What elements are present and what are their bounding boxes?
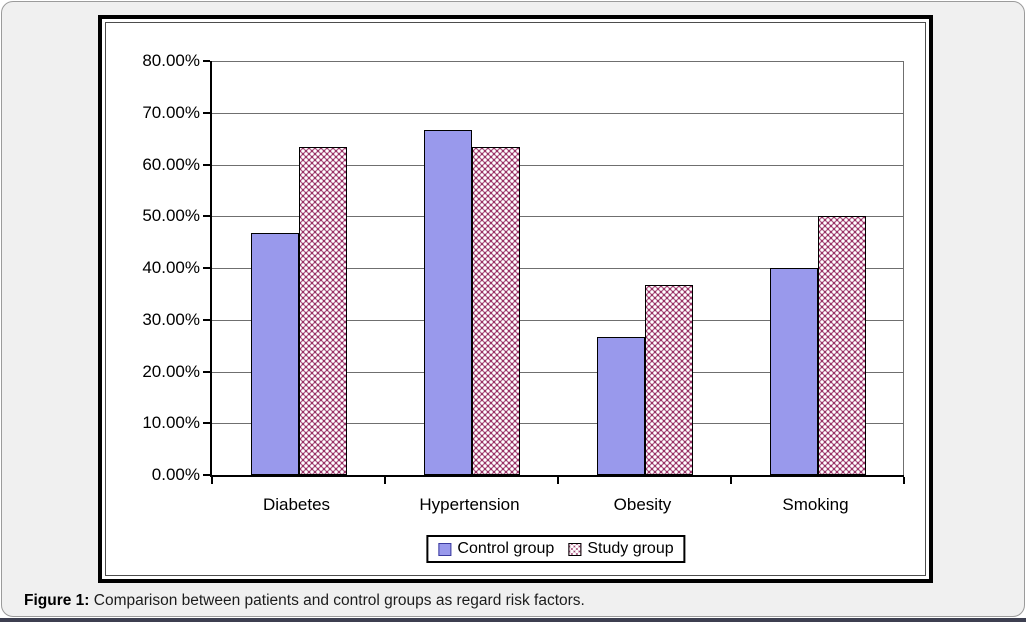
y-gridline bbox=[212, 319, 904, 321]
chart-legend: Control group Study group bbox=[426, 535, 686, 563]
bar-obesity-control bbox=[596, 336, 645, 475]
y-axis-tick bbox=[203, 163, 210, 166]
y-axis-tick-label: 10.00% bbox=[142, 413, 200, 433]
bar-diabetes-study bbox=[298, 147, 347, 475]
x-axis-tick bbox=[384, 477, 386, 484]
legend-label: Control group bbox=[457, 540, 555, 557]
y-axis-tick bbox=[203, 111, 210, 114]
x-axis-tick bbox=[730, 477, 732, 484]
y-gridline bbox=[212, 164, 904, 166]
y-gridline bbox=[212, 112, 904, 114]
bar-diabetes-control bbox=[250, 233, 299, 475]
y-axis-tick bbox=[203, 318, 210, 321]
y-axis-tick-label: 30.00% bbox=[142, 309, 200, 329]
legend-label: Study group bbox=[587, 540, 674, 557]
y-gridline bbox=[212, 371, 904, 373]
page-bottom-strip bbox=[0, 618, 1026, 622]
legend-entry-study: Study group bbox=[568, 540, 674, 558]
y-axis-tick-label: 70.00% bbox=[142, 102, 200, 122]
legend-swatch-icon bbox=[568, 542, 582, 556]
x-axis-tick bbox=[903, 477, 905, 484]
figure-caption-text: Comparison between patients and control … bbox=[89, 592, 585, 609]
bar-obesity-study bbox=[644, 285, 693, 475]
bar-smoking-control bbox=[769, 268, 818, 475]
y-axis-tick bbox=[203, 422, 210, 425]
chart-canvas: Control group Study group 80.00% 70.00% 60.… bbox=[105, 22, 926, 576]
chart-frame: Control group Study group 80.00% 70.00% 60.… bbox=[98, 15, 933, 583]
y-axis-tick bbox=[203, 267, 210, 269]
y-axis-tick-label: 20.00% bbox=[142, 361, 200, 381]
y-axis-tick bbox=[203, 60, 210, 62]
y-axis-tick-label: 80.00% bbox=[142, 51, 200, 70]
x-category-label: Obesity bbox=[613, 495, 672, 514]
bar-hypertension-control bbox=[423, 129, 472, 475]
x-category-label: Smoking bbox=[782, 495, 849, 514]
y-gridline bbox=[212, 216, 904, 218]
y-gridline bbox=[212, 61, 904, 62]
figure-caption: Figure 1: Comparison between patients an… bbox=[24, 592, 585, 610]
x-axis-tick bbox=[557, 477, 559, 484]
plot-area bbox=[203, 60, 905, 484]
x-category-label: Diabetes bbox=[262, 495, 331, 514]
y-axis-tick bbox=[203, 474, 210, 476]
y-gridline bbox=[212, 423, 904, 425]
y-axis-tick-label: 0.00% bbox=[151, 465, 200, 484]
y-axis-tick-label: 40.00% bbox=[142, 258, 200, 277]
y-axis-tick bbox=[203, 215, 210, 218]
figure-caption-label: Figure 1: bbox=[24, 592, 90, 609]
bar-hypertension-study bbox=[471, 147, 520, 475]
y-axis-tick-label: 60.00% bbox=[142, 154, 200, 174]
y-axis-tick-label: 50.00% bbox=[142, 206, 200, 226]
y-axis-tick bbox=[203, 370, 210, 373]
x-axis-tick bbox=[211, 477, 213, 484]
x-category-label: Hypertension bbox=[419, 495, 520, 514]
bar-smoking-study bbox=[817, 216, 866, 475]
legend-swatch-icon bbox=[438, 542, 452, 556]
y-gridline bbox=[212, 268, 904, 269]
legend-entry-control: Control group bbox=[438, 540, 554, 558]
